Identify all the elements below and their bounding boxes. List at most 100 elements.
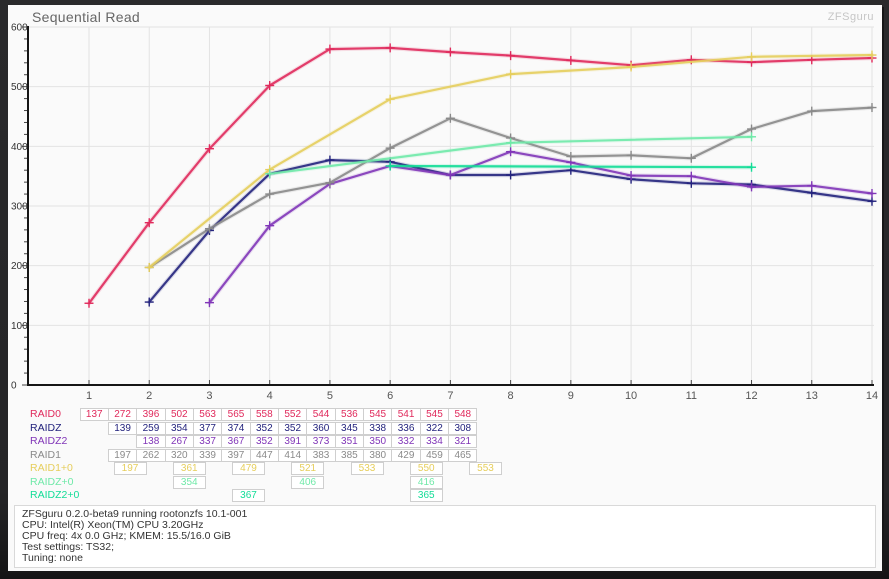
table-cell: 354 [164, 421, 194, 435]
table-row-raidz2plus0: RAIDZ2+0 367 365 [8, 489, 882, 503]
table-cell: 272 [107, 408, 138, 421]
zfsguru-watermark: ZFSguru [827, 11, 874, 23]
x-axis-label: 13 [806, 390, 818, 402]
system-info-box: ZFSguru 0.2.0-beta9 running rootonzfs 10… [14, 505, 876, 568]
table-cell: 259 [136, 421, 166, 435]
table-row-raidz: RAIDZ 139 259 354 377 374 352 352 360 345 338 336 32… [8, 421, 882, 436]
table-cell: 197 [107, 448, 138, 462]
table-cell: 429 [391, 448, 421, 462]
table-cell: 502 [164, 408, 194, 421]
table-cell: 465 [448, 448, 478, 462]
table-cell: 352 [249, 421, 279, 435]
table-cell: 367 [221, 435, 251, 448]
table-cell: 137 [79, 408, 109, 421]
table-cell: 365 [409, 489, 443, 502]
table-cell: 339 [193, 448, 223, 462]
y-axis-label: 400 [11, 142, 28, 153]
x-axis-label: 14 [866, 390, 878, 402]
table-cell: 385 [334, 448, 365, 462]
y-axis-label: 100 [11, 321, 28, 332]
table-cell: 533 [350, 462, 384, 475]
table-cell: 541 [391, 408, 421, 421]
table-cell: 383 [306, 448, 336, 462]
table-cell: 565 [221, 408, 251, 421]
table-cell: 321 [448, 435, 478, 448]
table-cell: 337 [193, 435, 223, 448]
results-table: RAID0 137 272 396 502 563 565 558 552 544 536 545 54… [8, 408, 882, 504]
system-info-line: Tuning: none [22, 552, 83, 564]
x-axis-label: 8 [508, 390, 514, 402]
table-cell: 360 [306, 421, 336, 435]
table-cell: 548 [448, 408, 478, 421]
table-cell: 380 [363, 448, 393, 462]
x-axis-label: 1 [86, 390, 92, 402]
x-axis-label: 4 [267, 390, 273, 402]
table-cell: 544 [306, 408, 336, 421]
system-info-line: Test settings: TS32; [22, 541, 115, 553]
x-axis-label: 6 [387, 390, 393, 402]
table-cell: 351 [334, 435, 365, 448]
series-line-raid0 [87, 46, 874, 305]
table-cell: 374 [221, 421, 251, 435]
table-cell: 197 [113, 462, 147, 475]
table-cell: 367 [232, 489, 265, 502]
series-label: RAIDZ+0 [30, 475, 74, 488]
table-cell: 139 [107, 421, 138, 435]
table-cell: 396 [136, 408, 166, 421]
x-axis-label: 5 [327, 390, 333, 402]
x-axis-label: 10 [625, 390, 637, 402]
table-cell: 545 [419, 408, 450, 421]
table-cell: 332 [391, 435, 421, 448]
table-cell: 322 [419, 421, 450, 435]
table-cell: 320 [164, 448, 194, 462]
table-cell: 354 [172, 475, 206, 489]
table-cell: 545 [363, 408, 393, 421]
table-cell: 377 [193, 421, 223, 435]
benchmark-panel: Sequential Read ZFSguru 0 100 200 300 400 500… [8, 5, 882, 571]
series-label: RAID0 [30, 408, 61, 420]
table-cell: 553 [469, 462, 502, 475]
chart-title: Sequential Read [32, 9, 141, 25]
y-axis-label: 300 [11, 202, 28, 213]
table-cell: 334 [419, 435, 450, 448]
table-cell: 558 [249, 408, 279, 421]
series-label: RAIDZ2+0 [30, 489, 80, 501]
table-cell: 552 [278, 408, 308, 421]
table-cell: 267 [164, 435, 194, 448]
table-row-raid1plus0: RAID1+0 197 361 479 521 533 550 553 [8, 462, 882, 476]
series-label: RAID1 [30, 448, 61, 461]
table-cell: 338 [363, 421, 393, 435]
table-cell: 361 [172, 462, 206, 475]
table-cell: 336 [391, 421, 421, 435]
table-cell: 479 [232, 462, 265, 475]
y-axis-label: 200 [11, 261, 28, 272]
table-row-raidzplus0: RAIDZ+0 354 406 416 [8, 475, 882, 490]
x-axis-label: 9 [568, 390, 574, 402]
table-cell: 447 [249, 448, 279, 462]
table-cell: 350 [363, 435, 393, 448]
y-axis-label: 600 [11, 23, 28, 34]
table-cell: 414 [278, 448, 308, 462]
table-cell: 397 [221, 448, 251, 462]
table-cell: 521 [291, 462, 325, 475]
series-label: RAIDZ [30, 421, 62, 434]
system-info-line: CPU: Intel(R) Xeon(TM) CPU 3.20GHz [22, 519, 204, 531]
table-row-raid1: RAID1 197 262 320 339 397 447 414 383 385 380 429 45… [8, 448, 882, 463]
x-axis-label: 11 [686, 390, 697, 402]
table-cell: 563 [193, 408, 223, 421]
table-cell: 352 [249, 435, 279, 448]
y-axis-label: 0 [11, 381, 17, 392]
table-cell: 138 [136, 435, 166, 448]
table-cell: 308 [448, 421, 478, 435]
series-label: RAID1+0 [30, 462, 73, 474]
table-cell: 373 [306, 435, 336, 448]
table-row-raidz2: RAIDZ2 138 267 337 367 352 391 373 351 350 332 334 3… [8, 435, 882, 449]
system-info-line: CPU freq: 4x 0.0 GHz; KMEM: 15.5/16.0 Gi… [22, 530, 231, 542]
x-axis-label: 3 [206, 390, 212, 402]
table-cell: 262 [136, 448, 166, 462]
table-cell: 345 [334, 421, 365, 435]
table-row-raid0: RAID0 137 272 396 502 563 565 558 552 544 536 545 54… [8, 408, 882, 422]
table-cell: 536 [334, 408, 365, 421]
